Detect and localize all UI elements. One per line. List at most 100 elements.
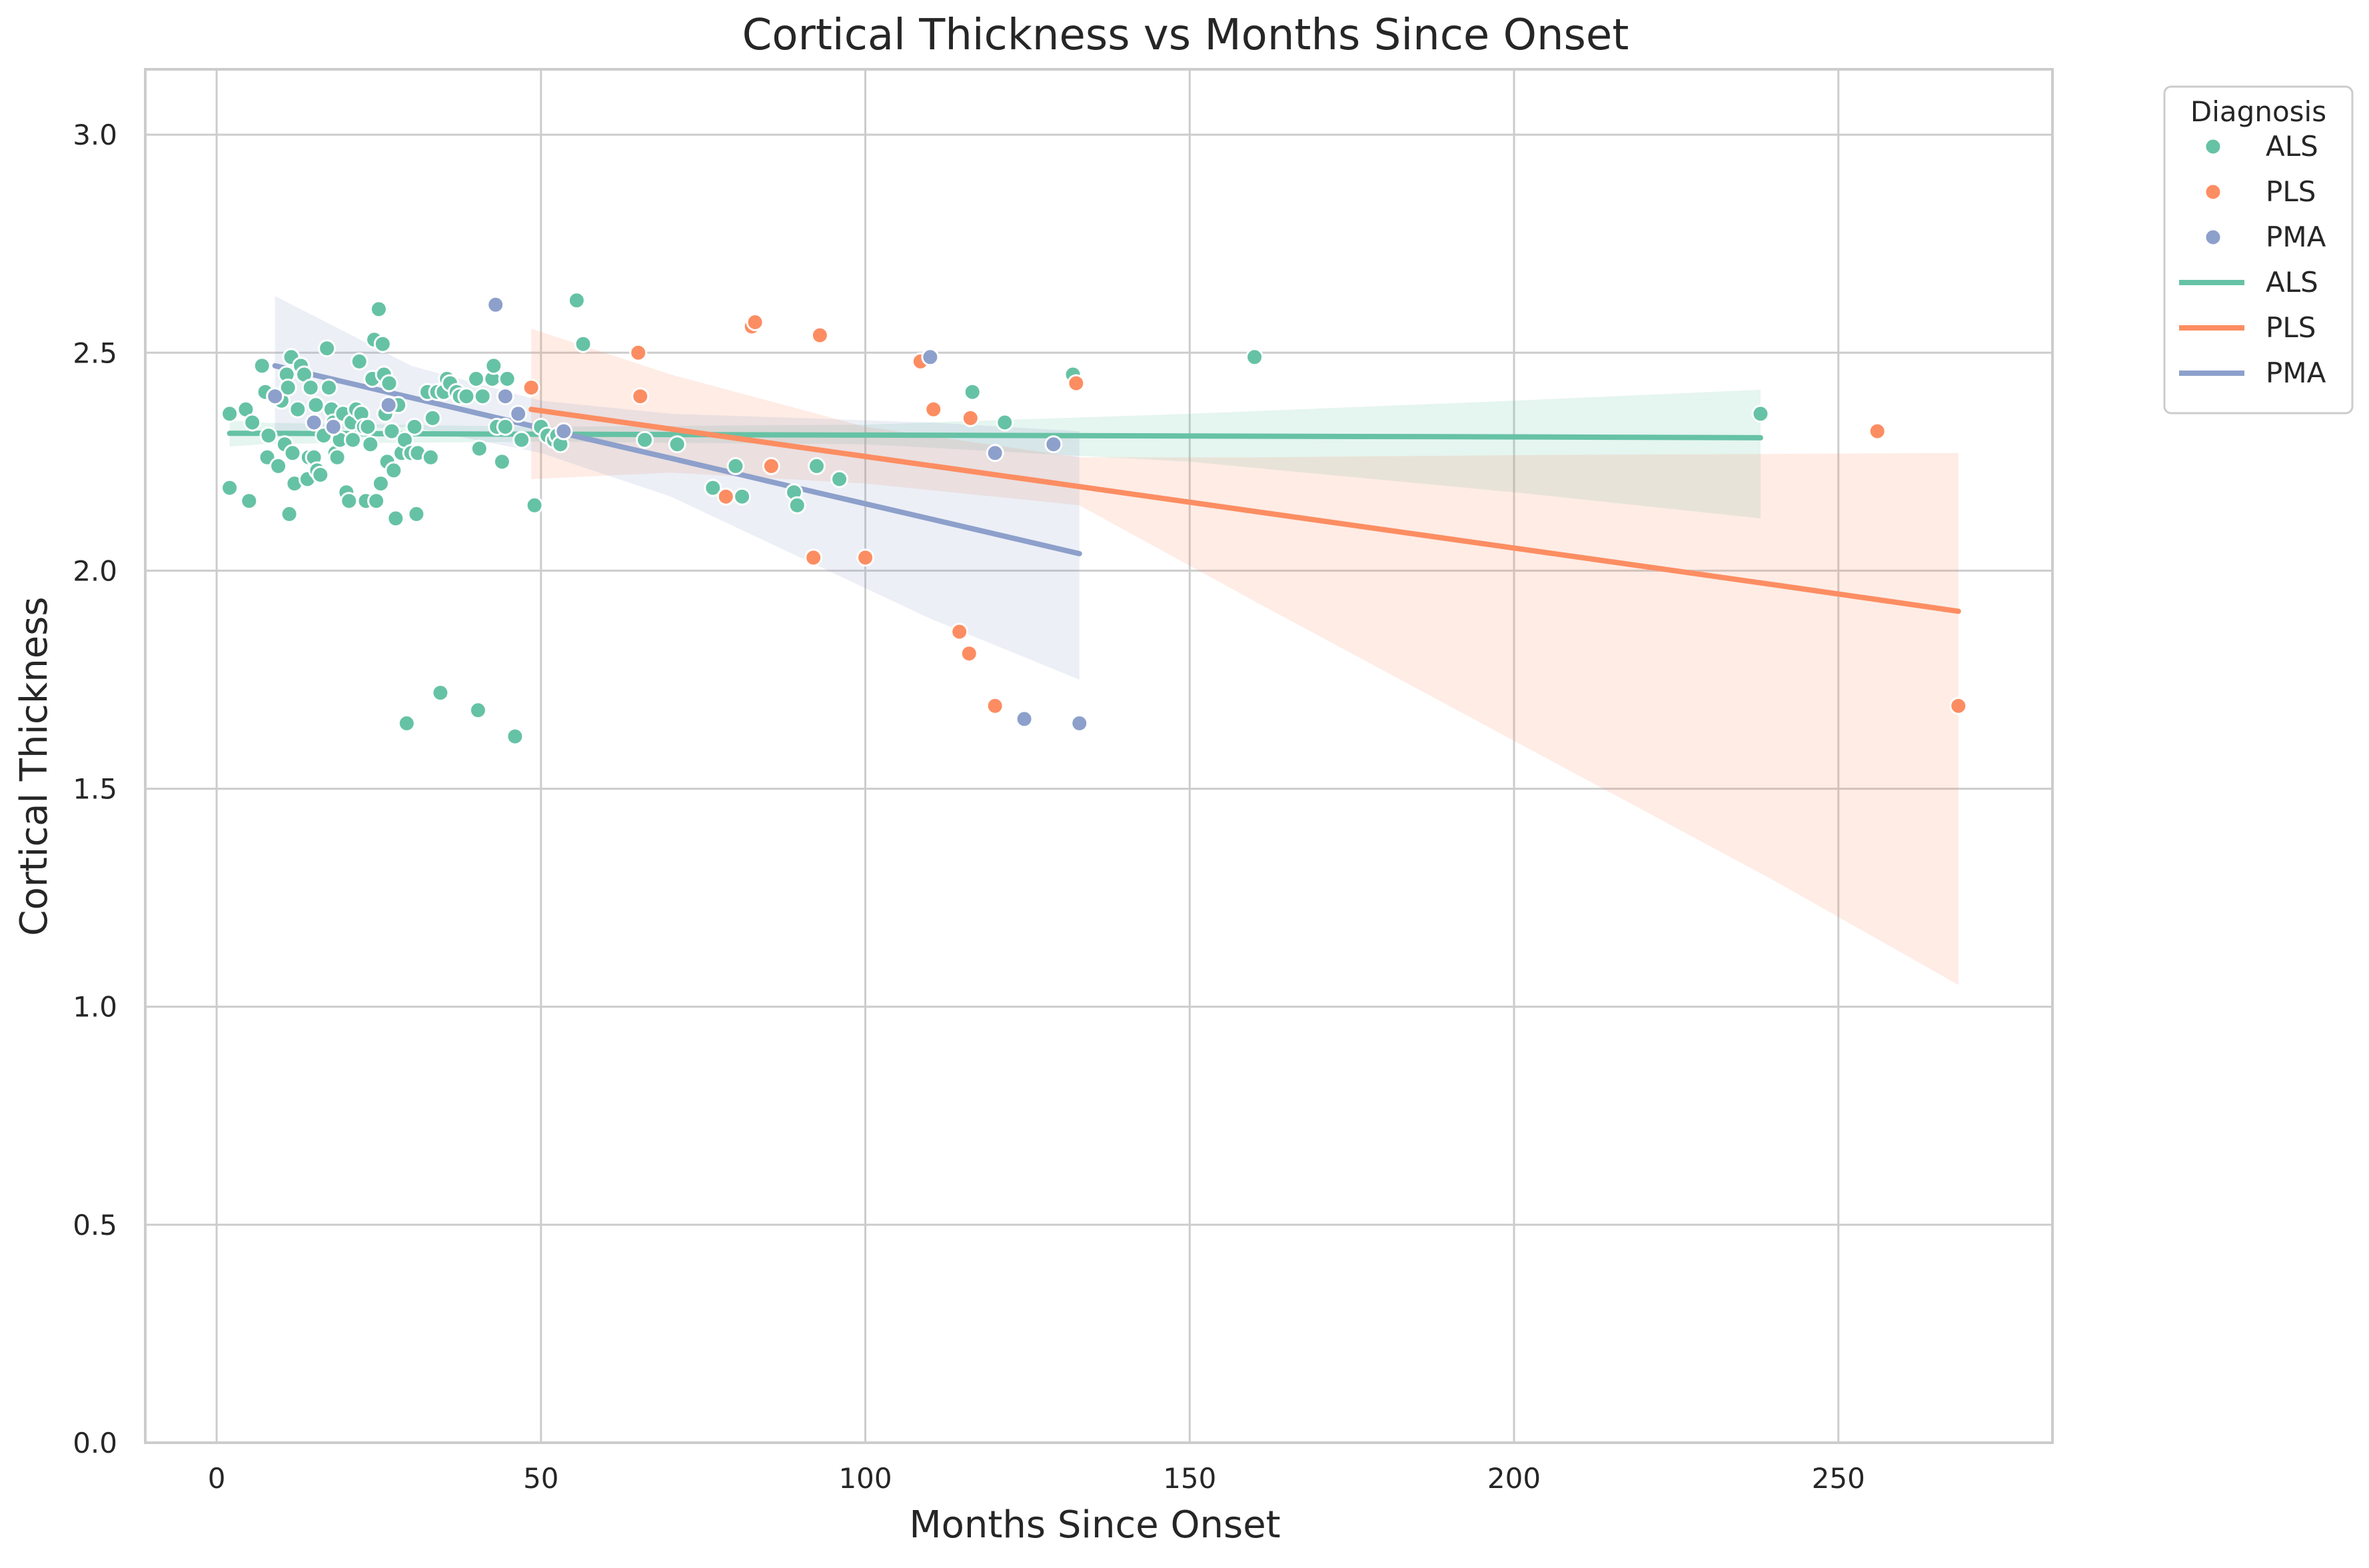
point-als: [726, 456, 745, 475]
point-als: [1245, 348, 1264, 367]
point-als: [574, 335, 592, 353]
point-als: [367, 492, 386, 510]
point-als: [373, 335, 392, 353]
point-pma: [496, 387, 514, 406]
point-pls: [629, 343, 648, 362]
point-als: [525, 496, 544, 514]
point-pma: [921, 348, 940, 367]
point-als: [361, 435, 380, 454]
point-als: [636, 430, 654, 449]
point-als: [423, 408, 442, 427]
point-pls: [631, 387, 650, 406]
point-als: [253, 357, 271, 375]
x-tick-label: 150: [1163, 1462, 1216, 1495]
point-als: [457, 387, 476, 406]
point-pma: [986, 444, 1004, 462]
point-als: [405, 418, 424, 436]
point-als: [506, 727, 524, 746]
scatter-points: [221, 291, 1968, 746]
ci-band-pls: [531, 329, 1959, 985]
point-als: [243, 413, 262, 432]
point-als: [385, 461, 403, 480]
point-als: [431, 684, 450, 702]
point-pma: [1070, 714, 1089, 732]
point-als: [280, 504, 299, 523]
point-als: [468, 701, 487, 720]
point-als: [668, 435, 686, 454]
y-tick-label: 3.0: [73, 119, 117, 151]
point-als: [407, 504, 426, 523]
y-tick-label: 0.5: [73, 1209, 117, 1241]
legend-label: ALS: [2266, 266, 2318, 299]
chart-title: Cortical Thickness vs Months Since Onset: [742, 11, 1629, 60]
y-axis-title: Cortical Thickness: [13, 596, 56, 936]
legend-label: PMA: [2266, 357, 2326, 389]
legend-frame: [2163, 85, 2354, 414]
legend-marker-pma: [2204, 228, 2222, 247]
point-als: [344, 430, 362, 449]
point-als: [340, 492, 359, 510]
regression-line-pma: [272, 363, 1082, 556]
point-als: [369, 300, 388, 319]
point-als: [320, 379, 338, 397]
legend-marker-als: [2204, 137, 2222, 156]
point-pls: [856, 548, 875, 567]
y-tick-label: 1.5: [73, 773, 117, 806]
point-als: [383, 422, 401, 440]
y-tick-label: 2.5: [73, 337, 117, 369]
legend-label: PMA: [2266, 221, 2326, 253]
point-pma: [266, 387, 285, 406]
point-pma: [379, 396, 398, 414]
point-pls: [961, 408, 980, 427]
point-pma: [1044, 435, 1063, 454]
legend-label: PLS: [2266, 311, 2316, 344]
x-tick-label: 0: [208, 1462, 226, 1495]
point-pls: [716, 487, 735, 506]
y-tick-label: 0.0: [73, 1427, 117, 1459]
point-als: [473, 387, 492, 406]
point-als: [996, 413, 1014, 432]
gridlines: [145, 69, 2052, 1444]
point-pls: [762, 456, 780, 475]
point-pma: [324, 418, 343, 436]
point-pma: [305, 413, 323, 432]
point-als: [788, 496, 806, 514]
x-tick-label: 250: [1812, 1462, 1865, 1495]
point-als: [733, 487, 752, 506]
point-pls: [810, 326, 829, 345]
y-tick-label: 1.0: [73, 991, 117, 1024]
point-als: [397, 714, 416, 732]
point-als: [808, 456, 826, 475]
point-als: [387, 509, 405, 528]
point-als: [492, 452, 511, 471]
point-als: [240, 492, 259, 510]
point-als: [484, 357, 503, 375]
point-als: [371, 474, 390, 493]
point-pls: [1067, 374, 1086, 392]
point-als: [259, 426, 278, 445]
point-pls: [950, 622, 969, 641]
x-tick-label: 100: [838, 1462, 892, 1495]
x-tick-label: 200: [1487, 1462, 1541, 1495]
x-tick-label: 50: [523, 1462, 558, 1495]
point-als: [359, 418, 377, 436]
point-als: [963, 383, 982, 401]
point-pma: [554, 422, 573, 440]
y-tick-label: 2.0: [73, 554, 117, 587]
point-pls: [986, 696, 1004, 715]
point-pls: [924, 400, 943, 418]
point-pma: [1015, 710, 1034, 728]
point-als: [498, 370, 516, 388]
point-als: [311, 466, 330, 484]
legend: Diagnosis ALS PLS PMA ALS PLS PMA: [2163, 85, 2354, 414]
point-als: [467, 370, 485, 388]
point-als: [704, 478, 722, 497]
point-als: [318, 339, 337, 358]
point-als: [221, 404, 239, 423]
point-pls: [746, 313, 764, 331]
point-pma: [486, 295, 505, 314]
point-pma: [509, 404, 528, 423]
point-als: [567, 291, 586, 310]
point-als: [350, 352, 369, 371]
